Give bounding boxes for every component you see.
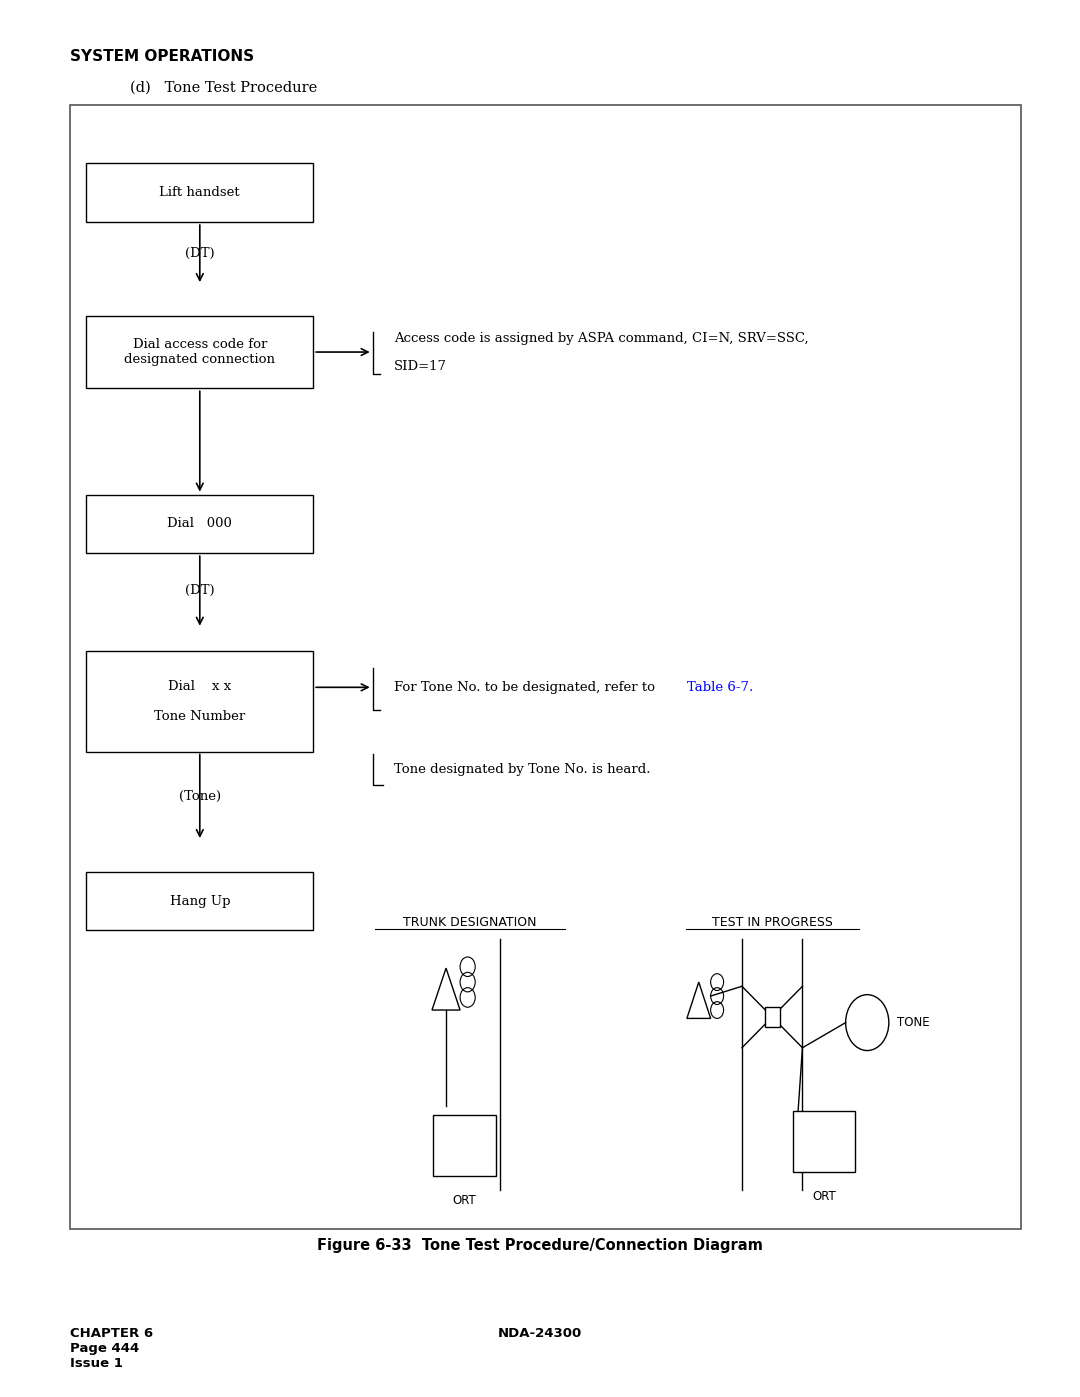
Text: SYSTEM OPERATIONS: SYSTEM OPERATIONS <box>70 49 254 64</box>
Text: CHAPTER 6
Page 444
Issue 1: CHAPTER 6 Page 444 Issue 1 <box>70 1327 153 1370</box>
Text: Tone designated by Tone No. is heard.: Tone designated by Tone No. is heard. <box>394 763 650 777</box>
Text: SID=17: SID=17 <box>394 359 447 373</box>
Text: Hang Up: Hang Up <box>170 894 230 908</box>
Text: ORT: ORT <box>812 1190 836 1203</box>
Text: (d)   Tone Test Procedure: (d) Tone Test Procedure <box>130 81 316 95</box>
Bar <box>793 1111 855 1172</box>
Bar <box>86 872 313 930</box>
Bar <box>86 163 313 222</box>
Text: NDA-24300: NDA-24300 <box>498 1327 582 1340</box>
Text: ORT: ORT <box>453 1194 476 1207</box>
Text: Dial access code for
designated connection: Dial access code for designated connecti… <box>124 338 275 366</box>
Text: Lift handset: Lift handset <box>160 186 240 200</box>
Bar <box>765 1007 780 1027</box>
Text: Dial    x x

Tone Number: Dial x x Tone Number <box>154 680 245 722</box>
Text: (Tone): (Tone) <box>178 789 221 803</box>
Text: TRUNK DESIGNATION: TRUNK DESIGNATION <box>403 916 537 929</box>
Bar <box>86 495 313 553</box>
Text: For Tone No. to be designated, refer to: For Tone No. to be designated, refer to <box>394 680 660 694</box>
Text: TONE: TONE <box>897 1016 930 1030</box>
Text: (DT): (DT) <box>185 584 215 598</box>
Text: Dial   000: Dial 000 <box>167 517 232 531</box>
Bar <box>433 1115 496 1176</box>
Text: Access code is assigned by ASPA command, CI=N, SRV=SSC,: Access code is assigned by ASPA command,… <box>394 331 809 345</box>
Bar <box>86 316 313 388</box>
FancyBboxPatch shape <box>70 105 1021 1229</box>
Text: Table 6-7.: Table 6-7. <box>687 680 753 694</box>
Text: Figure 6-33  Tone Test Procedure/Connection Diagram: Figure 6-33 Tone Test Procedure/Connecti… <box>318 1238 762 1253</box>
Text: TEST IN PROGRESS: TEST IN PROGRESS <box>712 916 833 929</box>
Bar <box>86 651 313 752</box>
Text: (DT): (DT) <box>185 247 215 260</box>
